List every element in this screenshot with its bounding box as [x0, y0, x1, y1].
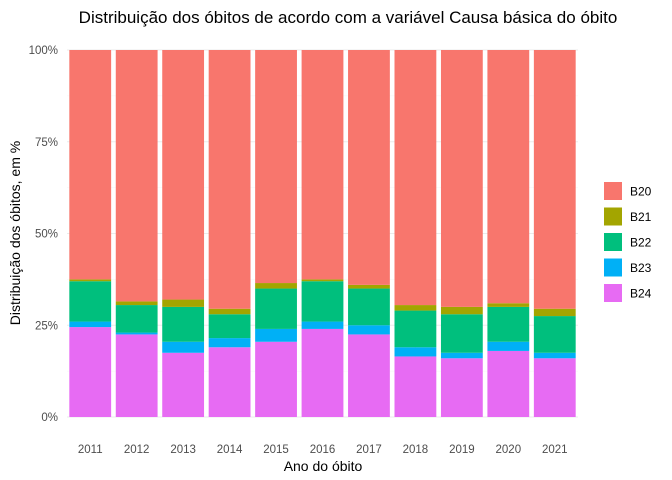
x-tick-label: 2021	[542, 444, 568, 456]
bar-segment-b20-2018	[394, 50, 437, 306]
bar-segment-b22-2015	[255, 288, 297, 329]
bar-segment-b22-2016	[301, 281, 344, 322]
bar-segment-b22-2011	[69, 281, 112, 322]
bar-segment-b20-2014	[208, 50, 251, 309]
x-tick-label: 2018	[403, 444, 429, 456]
x-tick-label: 2016	[310, 444, 336, 456]
bar-segment-b22-2021	[533, 316, 576, 353]
bar-segment-b24-2016	[301, 328, 344, 417]
bar-segment-b24-2014	[208, 347, 251, 417]
bar-segment-b22-2018	[394, 310, 437, 348]
legend-label-b22: B22	[630, 236, 652, 250]
x-tick-label: 2017	[356, 444, 382, 456]
bar-segment-b23-2014	[208, 338, 251, 348]
bar-segment-b23-2013	[162, 341, 205, 353]
bar-segment-b21-2017	[348, 284, 390, 289]
bar-segment-b24-2013	[162, 352, 205, 417]
bar-segment-b23-2020	[487, 341, 530, 351]
bar-segment-b21-2015	[255, 283, 297, 289]
legend-label-b23: B23	[630, 261, 652, 275]
x-tick-label: 2013	[170, 444, 196, 456]
bar-segment-b20-2013	[162, 50, 205, 300]
x-tick-label: 2019	[449, 444, 475, 456]
bar-segment-b24-2011	[69, 327, 112, 417]
bar-segment-b23-2011	[69, 321, 112, 328]
x-axis-tick-labels: 2011 2012 2013 2014 2015 2016 2017 2018 2019 2020…	[78, 444, 568, 456]
bar-segment-b21-2018	[394, 305, 437, 311]
bar-segment-b24-2019	[440, 358, 483, 417]
x-tick-label: 2011	[78, 444, 103, 456]
bar-segment-b21-2020	[487, 303, 530, 307]
x-tick-label: 2014	[217, 444, 243, 456]
bar-segment-b24-2021	[533, 358, 576, 417]
bars-group	[69, 50, 576, 417]
bar-segment-b22-2017	[348, 288, 390, 326]
bar-segment-b22-2020	[487, 306, 530, 342]
legend-key-b24	[604, 284, 622, 302]
legend-key-b20	[604, 182, 622, 200]
y-axis-tick-labels: 0% 25% 50% 75% 100%	[29, 45, 58, 424]
legend-key-b21	[604, 207, 622, 226]
x-axis-title: Ano do óbito	[284, 458, 363, 474]
bar-segment-b24-2012	[115, 334, 158, 417]
bar-segment-b20-2012	[115, 50, 158, 302]
bar-segment-b24-2015	[255, 341, 297, 417]
bar-segment-b21-2012	[115, 301, 158, 306]
bar-segment-b23-2018	[394, 347, 437, 357]
bar-segment-b24-2020	[487, 350, 530, 417]
x-tick-label: 2015	[263, 444, 289, 456]
y-tick-label: 75%	[35, 137, 58, 149]
bar-segment-b23-2016	[301, 321, 344, 329]
bar-segment-b23-2019	[440, 352, 483, 359]
bar-segment-b21-2016	[301, 279, 344, 282]
bar-segment-b22-2013	[162, 306, 205, 342]
bar-segment-b23-2021	[533, 352, 576, 359]
bar-segment-b24-2018	[394, 356, 437, 417]
bar-segment-b21-2013	[162, 299, 205, 307]
y-tick-label: 100%	[29, 45, 58, 57]
bar-segment-b22-2019	[440, 314, 483, 353]
bar-segment-b21-2014	[208, 308, 251, 315]
y-tick-label: 25%	[35, 320, 58, 332]
legend-label-b21: B21	[630, 210, 652, 224]
bar-segment-b20-2017	[348, 50, 390, 285]
bar-segment-b20-2015	[255, 50, 297, 284]
bar-segment-b23-2012	[115, 332, 158, 335]
bar-segment-b21-2019	[440, 306, 483, 315]
bar-segment-b21-2021	[533, 308, 576, 317]
bar-segment-b20-2021	[533, 50, 576, 309]
bar-segment-b21-2011	[69, 279, 112, 282]
legend-label-b24: B24	[630, 287, 652, 301]
chart-title: Distribuição dos óbitos de acordo com a …	[79, 8, 618, 27]
legend-key-b22	[604, 233, 622, 251]
x-tick-label: 2020	[496, 444, 522, 456]
bar-segment-b20-2019	[440, 50, 483, 307]
x-tick-label: 2012	[124, 444, 150, 456]
bar-segment-b23-2017	[348, 325, 390, 335]
bar-segment-b23-2015	[255, 328, 297, 342]
y-axis-title: Distribuição dos óbitos, em %	[7, 141, 23, 325]
bar-segment-b22-2014	[208, 314, 251, 339]
bar-segment-b24-2017	[348, 334, 390, 417]
bar-segment-b20-2016	[301, 50, 344, 280]
bar-segment-b20-2011	[69, 50, 112, 280]
legend-key-b23	[604, 258, 622, 277]
legend-label-b20: B20	[630, 185, 652, 199]
y-tick-label: 50%	[35, 229, 58, 241]
bar-segment-b20-2020	[487, 50, 530, 304]
legend: B20 B21 B22 B23 B24	[604, 182, 652, 302]
bar-segment-b22-2012	[115, 305, 158, 333]
y-tick-label: 0%	[41, 412, 58, 424]
